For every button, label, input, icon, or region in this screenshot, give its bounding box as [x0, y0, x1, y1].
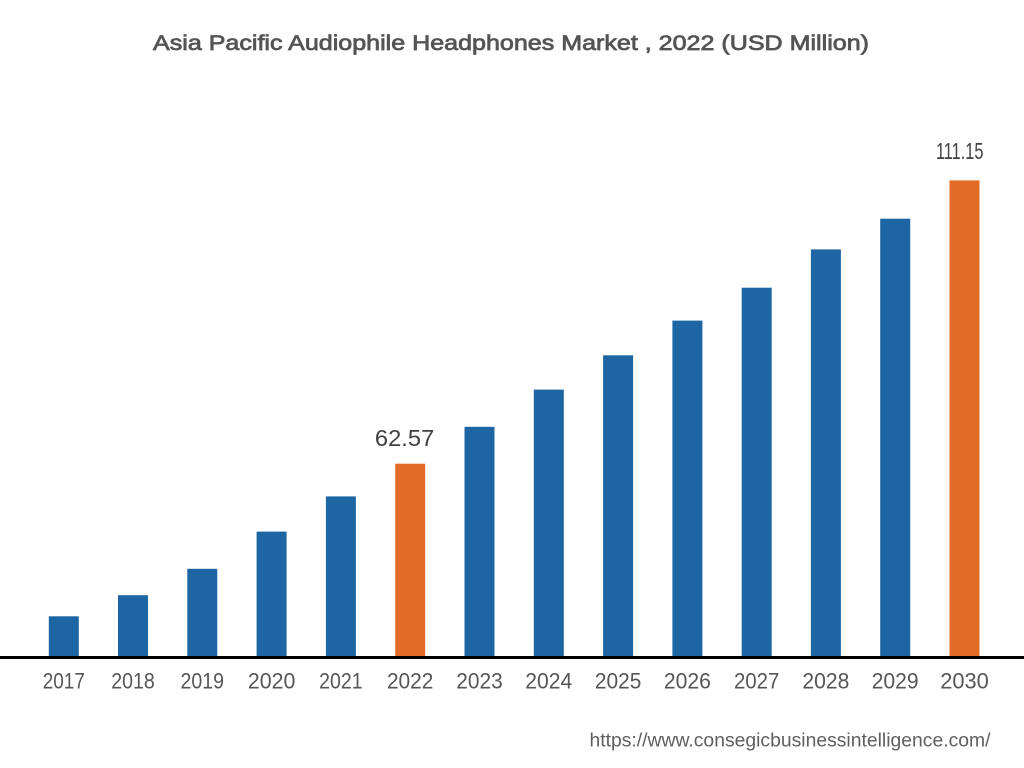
- svg-text:Asia Pacific Audiophile Headph: Asia Pacific Audiophile Headphones Marke…: [153, 31, 869, 55]
- svg-text:2030: 2030: [940, 668, 989, 693]
- svg-text:2026: 2026: [664, 668, 711, 693]
- svg-text:2023: 2023: [456, 668, 503, 693]
- svg-text:2018: 2018: [111, 668, 155, 693]
- svg-text:2029: 2029: [872, 668, 919, 693]
- svg-text:2024: 2024: [525, 668, 572, 693]
- svg-text:111.15: 111.15: [936, 138, 984, 164]
- svg-text:https://www.consegicbusinessin: https://www.consegicbusinessintelligence…: [590, 730, 992, 751]
- svg-text:2019: 2019: [181, 668, 225, 693]
- svg-text:2025: 2025: [595, 668, 642, 693]
- svg-text:2017: 2017: [43, 668, 85, 693]
- svg-text:62.57: 62.57: [375, 425, 434, 451]
- svg-text:2021: 2021: [319, 668, 363, 693]
- svg-text:2028: 2028: [802, 668, 849, 693]
- svg-text:2022: 2022: [387, 668, 434, 693]
- svg-text:2027: 2027: [734, 668, 780, 693]
- svg-text:2020: 2020: [248, 668, 296, 693]
